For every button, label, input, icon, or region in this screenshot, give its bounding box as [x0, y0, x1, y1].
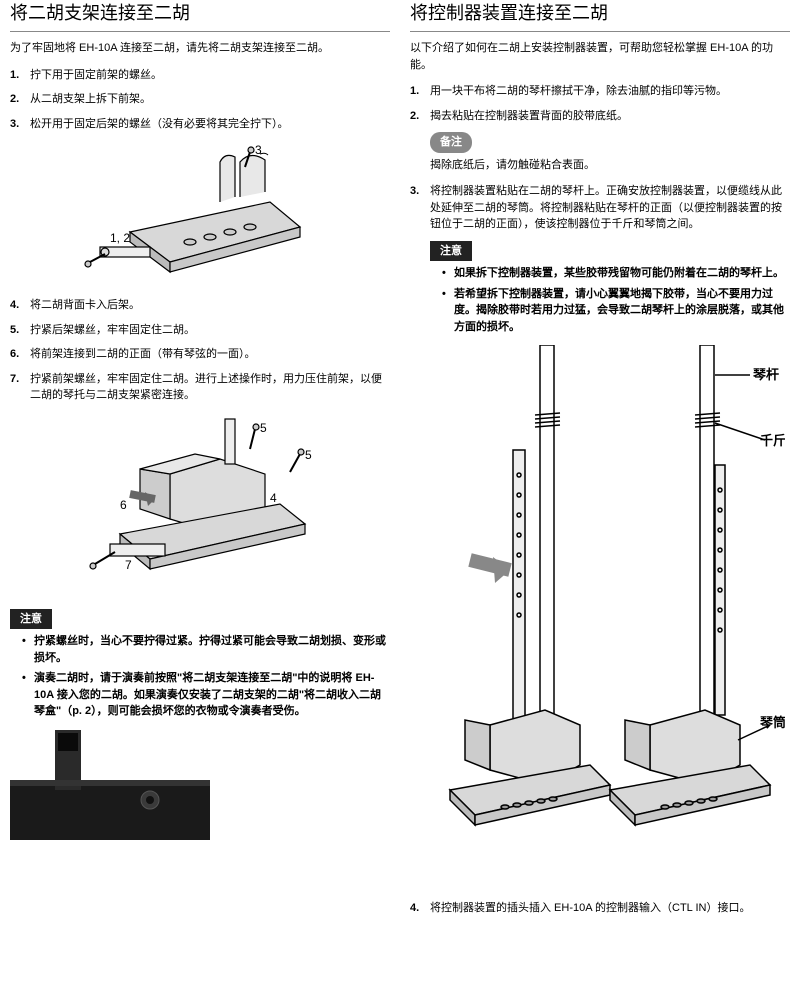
step-num: 6.	[10, 346, 30, 363]
svg-text:5: 5	[305, 448, 312, 462]
svg-text:7: 7	[125, 558, 132, 572]
step-item: 6.将前架连接到二胡的正面（带有琴弦的一面）。	[10, 346, 390, 363]
left-section-title: 将二胡支架连接至二胡	[10, 0, 390, 32]
bullet-dot-icon: •	[442, 265, 454, 282]
step-item: 1.用一块干布将二胡的琴杆擦拭干净，除去油腻的指印等污物。	[410, 83, 790, 100]
left-steps-a: 1.拧下用于固定前架的螺丝。 2.从二胡支架上拆下前架。 3.松开用于固定后架的…	[10, 67, 390, 133]
step-text: 从二胡支架上拆下前架。	[30, 91, 390, 108]
step-text: 将前架连接到二胡的正面（带有琴弦的一面）。	[30, 346, 390, 363]
fig1-label-3: 3	[255, 143, 262, 157]
caution-bullet: •若希望拆下控制器装置，请小心翼翼地揭下胶带，当心不要用力过度。揭除胶带时若用力…	[442, 286, 790, 336]
step-text: 拧下用于固定前架的螺丝。	[30, 67, 390, 84]
bullet-dot-icon: •	[22, 670, 34, 720]
fig1-label-12: 1, 2	[110, 231, 130, 245]
label-qianjin: 千斤	[760, 433, 785, 448]
step-num: 5.	[10, 322, 30, 339]
step-item: 4.将二胡背面卡入后架。	[10, 297, 390, 314]
svg-text:6: 6	[120, 498, 127, 512]
caution-bullet: •演奏二胡时，请于演奏前按照"将二胡支架连接至二胡"中的说明将 EH-10A 接…	[22, 670, 390, 720]
memo-box: 备注 揭除底纸后，请勿触碰粘合表面。	[430, 132, 790, 173]
step-num: 2.	[10, 91, 30, 108]
left-intro: 为了牢固地将 EH-10A 连接至二胡，请先将二胡支架连接至二胡。	[10, 40, 390, 57]
step-text: 拧紧前架螺丝，牢牢固定住二胡。进行上述操作时，用力压住前架，以便二胡的琴托与二胡…	[30, 371, 390, 404]
step-item: 3.将控制器装置粘贴在二胡的琴杆上。正确安放控制器装置，以便缆线从此处延伸至二胡…	[410, 183, 790, 233]
bullet-dot-icon: •	[22, 633, 34, 666]
caution-label: 注意	[10, 609, 52, 630]
step-text: 松开用于固定后架的螺丝（没有必要将其完全拧下）。	[30, 116, 390, 133]
step-num: 1.	[410, 83, 430, 100]
right-section-title: 将控制器装置连接至二胡	[410, 0, 790, 32]
caution-bullet: •拧紧螺丝时，当心不要拧得过紧。拧得过紧可能会导致二胡划损、变形或损坏。	[22, 633, 390, 666]
right-intro: 以下介绍了如何在二胡上安装控制器装置，可帮助您轻松掌握 EH-10A 的功能。	[410, 40, 790, 73]
svg-text:5: 5	[260, 421, 267, 435]
right-step-3: 3.将控制器装置粘贴在二胡的琴杆上。正确安放控制器装置，以便缆线从此处延伸至二胡…	[410, 183, 790, 233]
bullet-text: 如果拆下控制器装置，某些胶带残留物可能仍附着在二胡的琴杆上。	[454, 265, 784, 282]
step-num: 1.	[10, 67, 30, 84]
step-item: 7.拧紧前架螺丝，牢牢固定住二胡。进行上述操作时，用力压住前架，以便二胡的琴托与…	[10, 371, 390, 404]
caution-label: 注意	[430, 241, 472, 262]
step-text: 将二胡背面卡入后架。	[30, 297, 390, 314]
step-num: 3.	[410, 183, 430, 233]
left-steps-b: 4.将二胡背面卡入后架。 5.拧紧后架螺丝，牢牢固定住二胡。 6.将前架连接到二…	[10, 297, 390, 404]
svg-text:4: 4	[270, 491, 277, 505]
label-barrel: 琴筒	[760, 715, 785, 730]
label-rod: 琴杆	[753, 367, 779, 382]
right-caution-box: 注意 •如果拆下控制器装置，某些胶带残留物可能仍附着在二胡的琴杆上。 •若希望拆…	[430, 241, 790, 336]
bullet-text: 拧紧螺丝时，当心不要拧得过紧。拧得过紧可能会导致二胡划损、变形或损坏。	[34, 633, 390, 666]
right-steps-a: 1.用一块干布将二胡的琴杆擦拭干净，除去油腻的指印等污物。 2.揭去粘贴在控制器…	[410, 83, 790, 124]
step-text: 揭去粘贴在控制器装置背面的胶带底纸。	[430, 108, 790, 125]
step-num: 4.	[410, 900, 430, 917]
step-num: 2.	[410, 108, 430, 125]
right-step-4: 4. 将控制器装置的插头插入 EH-10A 的控制器输入（CTL IN）接口。	[410, 900, 790, 917]
figure-photo-base	[10, 730, 390, 845]
step-item: 2.从二胡支架上拆下前架。	[10, 91, 390, 108]
step-item: 1.拧下用于固定前架的螺丝。	[10, 67, 390, 84]
step-item: 2.揭去粘贴在控制器装置背面的胶带底纸。	[410, 108, 790, 125]
figure-bracket-1: 3 1, 2	[10, 142, 390, 287]
step-item: 5.拧紧后架螺丝，牢牢固定住二胡。	[10, 322, 390, 339]
step-num: 4.	[10, 297, 30, 314]
step-text: 用一块干布将二胡的琴杆擦拭干净，除去油腻的指印等污物。	[430, 83, 790, 100]
memo-label: 备注	[430, 132, 472, 153]
step-item: 3.松开用于固定后架的螺丝（没有必要将其完全拧下）。	[10, 116, 390, 133]
bullet-text: 演奏二胡时，请于演奏前按照"将二胡支架连接至二胡"中的说明将 EH-10A 接入…	[34, 670, 390, 720]
step-num: 3.	[10, 116, 30, 133]
figure-bracket-2: 5 5 4 6 7	[10, 414, 390, 599]
caution-bullet: •如果拆下控制器装置，某些胶带残留物可能仍附着在二胡的琴杆上。	[442, 265, 790, 282]
left-caution-box: 注意 •拧紧螺丝时，当心不要拧得过紧。拧得过紧可能会导致二胡划损、变形或损坏。 …	[10, 609, 390, 720]
step-text: 拧紧后架螺丝，牢牢固定住二胡。	[30, 322, 390, 339]
step-text: 将控制器装置的插头插入 EH-10A 的控制器输入（CTL IN）接口。	[430, 900, 790, 917]
bullet-text: 若希望拆下控制器装置，请小心翼翼地揭下胶带，当心不要用力过度。揭除胶带时若用力过…	[454, 286, 790, 336]
figure-controller-erhu: 琴杆 千斤 琴筒	[410, 345, 790, 890]
memo-text: 揭除底纸后，请勿触碰粘合表面。	[430, 157, 790, 174]
step-text: 将控制器装置粘贴在二胡的琴杆上。正确安放控制器装置，以便缆线从此处延伸至二胡的琴…	[430, 183, 790, 233]
step-num: 7.	[10, 371, 30, 404]
bullet-dot-icon: •	[442, 286, 454, 336]
